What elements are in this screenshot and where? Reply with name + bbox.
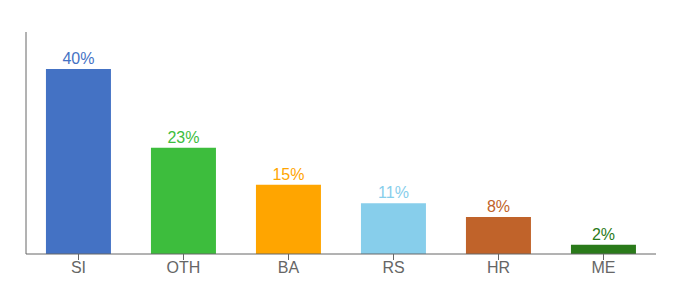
svg-text:8%: 8% bbox=[487, 198, 510, 215]
svg-text:11%: 11% bbox=[378, 184, 409, 201]
svg-text:23%: 23% bbox=[167, 129, 199, 146]
svg-text:15%: 15% bbox=[272, 166, 304, 183]
svg-text:ME: ME bbox=[592, 259, 616, 276]
svg-text:BA: BA bbox=[278, 259, 300, 276]
svg-text:SI: SI bbox=[71, 259, 86, 276]
svg-text:OTH: OTH bbox=[167, 259, 201, 276]
svg-text:HR: HR bbox=[487, 259, 510, 276]
svg-text:2%: 2% bbox=[592, 226, 615, 243]
svg-text:RS: RS bbox=[382, 259, 404, 276]
svg-text:40%: 40% bbox=[62, 50, 94, 67]
